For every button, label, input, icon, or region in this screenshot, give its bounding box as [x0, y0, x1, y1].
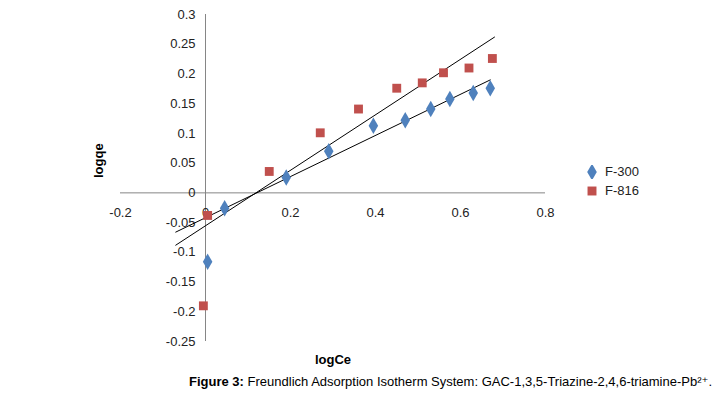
- svg-text:0.4: 0.4: [366, 205, 384, 220]
- svg-text:-0.1: -0.1: [173, 244, 195, 259]
- svg-text:0.05: 0.05: [170, 155, 195, 170]
- svg-text:0.6: 0.6: [451, 205, 469, 220]
- svg-text:0.15: 0.15: [170, 96, 195, 111]
- svg-text:0: 0: [188, 185, 195, 200]
- svg-text:0.3: 0.3: [177, 7, 195, 22]
- svg-text:0.1: 0.1: [177, 126, 195, 141]
- svg-text:-0.05: -0.05: [166, 215, 196, 230]
- html-text:F-300: F-300: [605, 164, 639, 179]
- svg-text:-0.15: -0.15: [166, 274, 196, 289]
- svg-text:-0.25: -0.25: [166, 334, 196, 349]
- svg-text:-0.2: -0.2: [109, 205, 131, 220]
- svg-text:0.2: 0.2: [281, 205, 299, 220]
- svg-text:0.2: 0.2: [177, 66, 195, 81]
- svg-text:logqe: logqe: [91, 143, 106, 178]
- html-text:F-816: F-816: [605, 183, 639, 198]
- svg-text:-0.2: -0.2: [173, 304, 195, 319]
- svg-text:0.8: 0.8: [536, 205, 554, 220]
- svg-text:logCe: logCe: [315, 352, 351, 367]
- svg-text:0.25: 0.25: [170, 36, 195, 51]
- html-text:Figure 3: Freundlich Adsorptio: Figure 3: Freundlich Adsorption Isotherm…: [189, 374, 712, 389]
